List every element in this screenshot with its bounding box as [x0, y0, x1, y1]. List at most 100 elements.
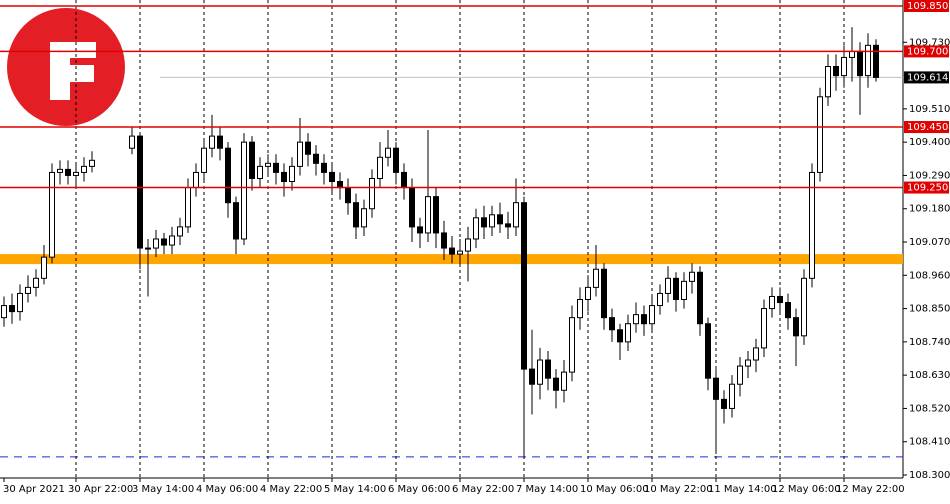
candle [81, 157, 87, 182]
candle [809, 163, 815, 288]
candle-body [321, 162, 327, 173]
candle-body [305, 141, 311, 155]
candle-body [9, 305, 15, 313]
candle-body [705, 323, 711, 379]
candle-body [417, 226, 423, 234]
current-price-label: 109.614 [907, 72, 948, 83]
candle [137, 133, 143, 270]
candle [289, 157, 295, 191]
candle-body [1, 305, 7, 319]
candle-body [753, 347, 759, 361]
candle-body [561, 371, 567, 391]
candle-body [825, 66, 831, 98]
candle [385, 130, 391, 167]
candle-body [249, 141, 255, 179]
candle [505, 211, 511, 239]
candle-body [641, 314, 647, 325]
candle-body [521, 202, 527, 370]
candle-body [265, 162, 271, 167]
candle [873, 39, 879, 82]
level-label-box [904, 121, 949, 134]
candle [57, 160, 63, 185]
candle [497, 202, 503, 233]
candle-body [145, 247, 151, 250]
candle-body [529, 368, 535, 385]
candle [665, 266, 671, 303]
candle [745, 350, 751, 379]
candle [825, 54, 831, 106]
candle-body [409, 187, 415, 228]
y-tick-label: 108.960 [909, 270, 950, 281]
candle [9, 293, 15, 324]
candle-body [193, 171, 199, 189]
level-label-box [904, 181, 949, 194]
level-label: 109.450 [907, 122, 948, 133]
x-tick-label: 6 May 22:00 [452, 484, 514, 495]
candle-body [601, 268, 607, 319]
candle [241, 133, 247, 246]
candle-body [337, 180, 343, 189]
candle [305, 133, 311, 167]
y-tick-label: 109.180 [909, 204, 950, 215]
candle [361, 199, 367, 236]
candle-body [177, 226, 183, 237]
candle-body [673, 277, 679, 301]
candle [641, 305, 647, 336]
logo [7, 8, 125, 126]
x-tick-label: 4 May 22:00 [260, 484, 322, 495]
candle-body [785, 302, 791, 319]
candle [657, 284, 663, 315]
candle-body [225, 147, 231, 204]
candle-body [169, 235, 175, 246]
candle-body [865, 44, 871, 77]
candle [377, 142, 383, 188]
candle-body [393, 147, 399, 173]
y-tick-label: 108.410 [909, 437, 950, 448]
candle-body [385, 147, 391, 158]
candle [521, 196, 527, 457]
candle-body [161, 238, 167, 246]
candle-body [721, 398, 727, 409]
candle-body [201, 147, 207, 173]
y-tick-label: 109.070 [909, 237, 950, 248]
candle [569, 305, 575, 382]
candle [321, 154, 327, 185]
candle [201, 139, 207, 182]
candle-body [697, 271, 703, 325]
level-label: 109.700 [907, 46, 948, 57]
candle-body [433, 196, 439, 234]
candle [673, 272, 679, 312]
candle [265, 154, 271, 176]
y-tick-label: 108.300 [909, 470, 950, 481]
y-tick-label: 109.400 [909, 137, 950, 148]
candle-body [745, 359, 751, 367]
candle [433, 187, 439, 249]
candle [33, 269, 39, 297]
candle-body [297, 141, 303, 167]
candle-body [609, 317, 615, 331]
x-tick-label: 10 May 22:00 [644, 484, 713, 495]
candle-body [353, 202, 359, 228]
candle [449, 235, 455, 264]
candle-body [153, 238, 159, 249]
candle-body [137, 135, 143, 249]
candle-body [809, 171, 815, 279]
candle [729, 375, 735, 418]
candle [273, 154, 279, 185]
candle [489, 205, 495, 236]
candle-body [41, 256, 47, 279]
candle [865, 33, 871, 88]
candle-body [497, 214, 503, 225]
candle-body [17, 292, 23, 313]
current-price-box [904, 71, 949, 84]
candle-body [873, 44, 879, 78]
candle [537, 347, 543, 400]
candle-body [857, 50, 863, 77]
y-tick-label: 108.740 [909, 337, 950, 348]
candle [625, 314, 631, 351]
x-tick-label: 30 Apr 2021 [3, 484, 65, 495]
candle [41, 245, 47, 285]
candle [209, 114, 215, 158]
candle [129, 127, 135, 155]
candle [753, 338, 759, 373]
